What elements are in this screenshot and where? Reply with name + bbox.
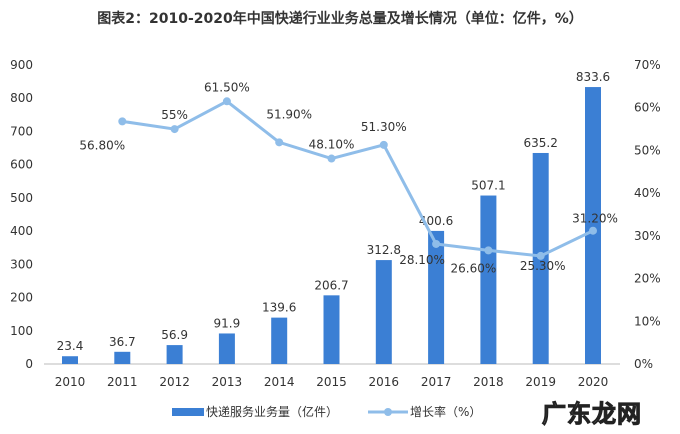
growth-value-label: 61.50% <box>204 80 250 94</box>
growth-point-2012 <box>170 125 179 134</box>
bar-2013 <box>218 333 235 364</box>
y-left-tick-label: 500 <box>10 191 33 205</box>
bar-value-label: 206.7 <box>314 278 348 292</box>
x-tick-label: 2015 <box>316 375 347 389</box>
bar-value-label: 23.4 <box>57 339 84 353</box>
bar-value-label: 400.6 <box>419 214 453 228</box>
growth-value-label: 51.30% <box>361 120 407 134</box>
y-right-tick-label: 20% <box>634 272 661 286</box>
y-right-tick-label: 70% <box>634 58 661 72</box>
bar-value-label: 91.9 <box>214 316 241 330</box>
y-left-tick-label: 600 <box>10 158 33 172</box>
legend-bar-label: 快递服务业务量（亿件） <box>206 404 338 419</box>
growth-point-2011 <box>118 117 127 126</box>
x-tick-label: 2019 <box>525 375 556 389</box>
legend-line-marker <box>384 408 392 416</box>
y-right-tick-label: 60% <box>634 101 661 115</box>
bar-value-label: 139.6 <box>262 301 296 315</box>
growth-value-label: 26.60% <box>451 261 497 275</box>
growth-point-2018 <box>484 246 493 255</box>
chart-title: 图表2：2010-2020年中国快递行业业务总量及增长情况（单位：亿件，%） <box>97 11 583 27</box>
bar-2016 <box>375 260 392 364</box>
y-left-tick-label: 700 <box>10 124 33 138</box>
growth-point-2017 <box>432 239 441 248</box>
growth-line <box>122 99 594 258</box>
y-right-tick-label: 10% <box>634 314 661 328</box>
x-tick-label: 2016 <box>369 375 400 389</box>
growth-value-label: 56.80% <box>79 138 125 152</box>
growth-point-2014 <box>275 138 284 147</box>
growth-point-2019 <box>536 251 545 260</box>
bar-value-label: 36.7 <box>109 335 136 349</box>
bar-value-label: 507.1 <box>471 179 505 193</box>
y-left-tick-label: 400 <box>10 224 33 238</box>
bar-value-label: 56.9 <box>161 328 188 342</box>
legend-line-label: 增长率（%） <box>410 404 481 419</box>
watermark-logo: 广东龙网 <box>542 400 642 429</box>
growth-value-label: 51.90% <box>266 107 312 121</box>
growth-value-label: 25.30% <box>520 259 566 273</box>
growth-point-2020 <box>589 226 597 235</box>
y-left-tick-label: 300 <box>10 257 33 271</box>
bar-2011 <box>114 351 131 364</box>
bar-2010 <box>62 356 78 364</box>
y-right-tick-label: 0% <box>634 357 653 371</box>
x-tick-label: 2012 <box>159 375 190 389</box>
growth-point-2015 <box>327 154 336 163</box>
legend-bar-swatch <box>172 408 204 416</box>
y-right-tick-label: 40% <box>634 186 661 200</box>
growth-value-label: 48.10% <box>309 138 355 152</box>
bar-2014 <box>271 317 288 364</box>
x-tick-label: 2020 <box>578 375 609 389</box>
x-tick-label: 2017 <box>421 375 452 389</box>
x-tick-label: 2011 <box>107 375 138 389</box>
y-left-tick-label: 800 <box>10 91 33 105</box>
y-left-tick-label: 0 <box>25 357 33 371</box>
bar-2012 <box>166 345 183 364</box>
bar-value-label: 833.6 <box>576 70 610 84</box>
y-left-tick-label: 100 <box>10 324 33 338</box>
growth-value-label: 31.20% <box>572 212 618 226</box>
y-right-tick-label: 30% <box>634 229 661 243</box>
bar-2020 <box>585 87 601 364</box>
x-tick-label: 2014 <box>264 375 295 389</box>
y-right-tick-label: 50% <box>634 143 661 157</box>
x-tick-label: 2010 <box>55 375 86 389</box>
growth-value-label: 28.10% <box>399 253 445 267</box>
growth-value-label: 55% <box>161 108 188 122</box>
y-left-tick-label: 200 <box>10 291 33 305</box>
x-tick-label: 2013 <box>212 375 243 389</box>
bar-value-label: 312.8 <box>367 243 401 257</box>
bar-value-label: 635.2 <box>524 136 558 150</box>
y-left-tick-label: 900 <box>10 58 33 72</box>
bar-2017 <box>428 230 445 364</box>
growth-point-2016 <box>379 140 388 149</box>
x-tick-label: 2018 <box>473 375 504 389</box>
bar-2018 <box>480 195 497 364</box>
growth-point-2013 <box>222 97 231 106</box>
bar-2015 <box>323 295 340 364</box>
